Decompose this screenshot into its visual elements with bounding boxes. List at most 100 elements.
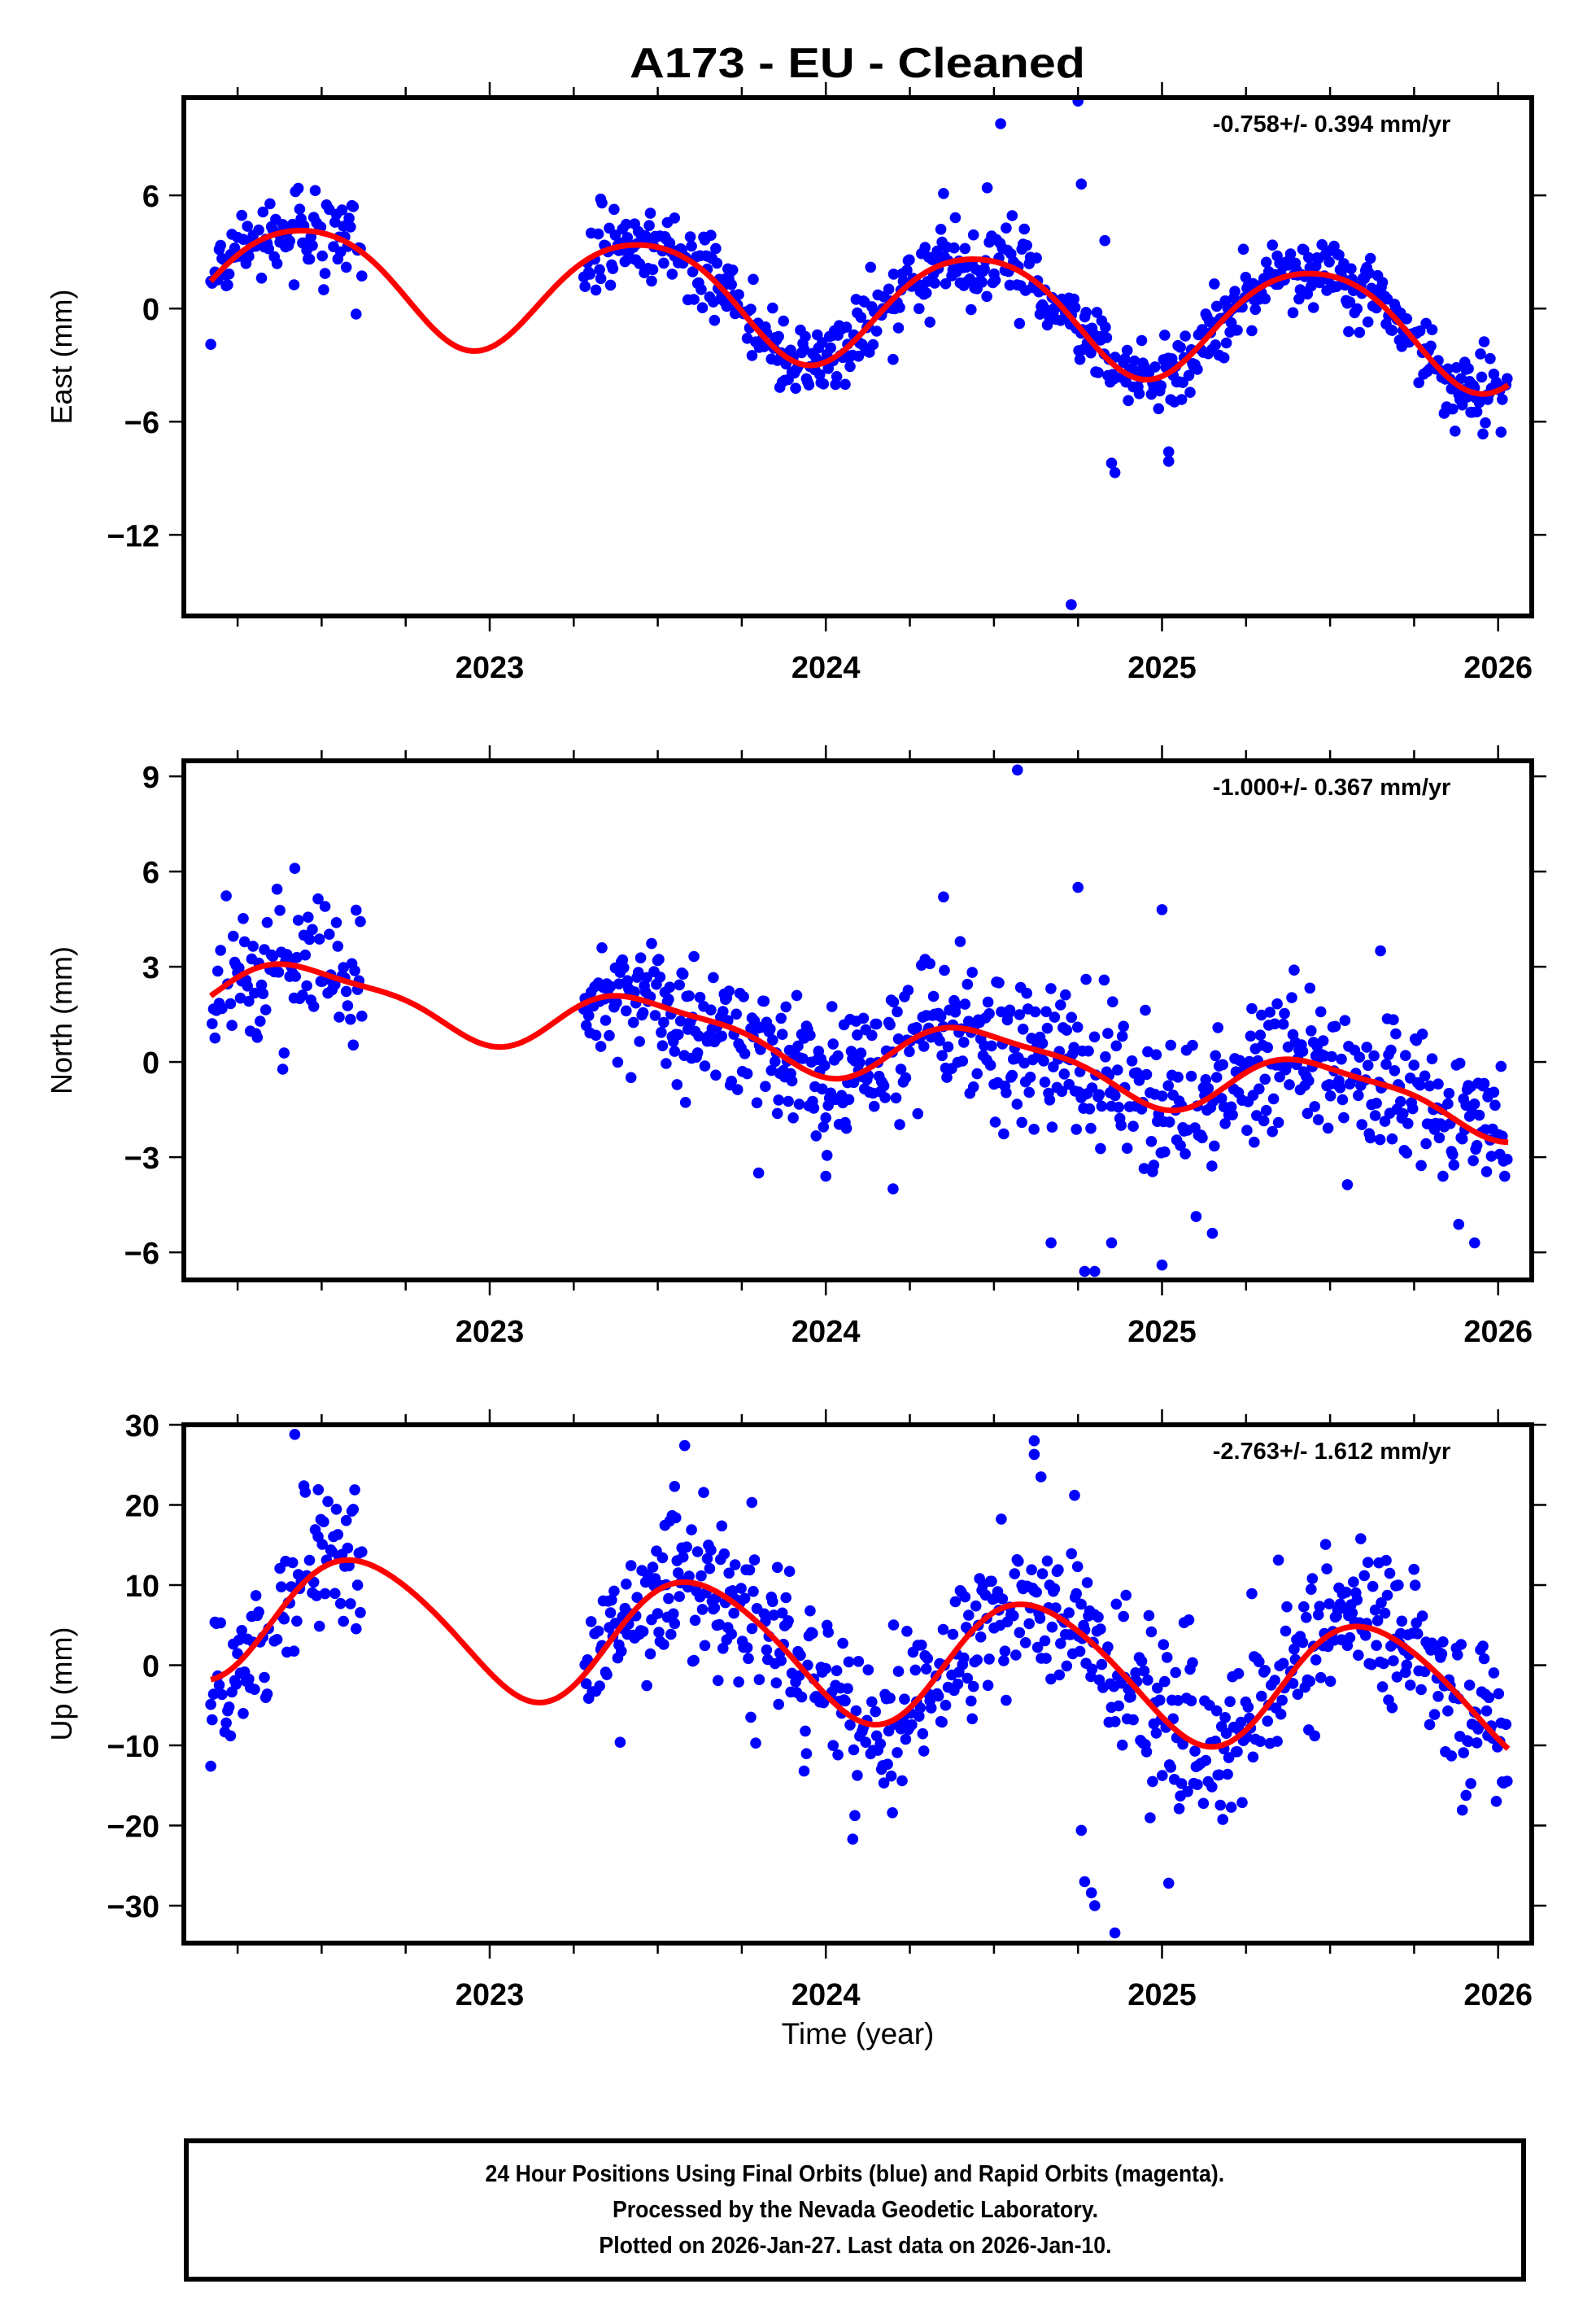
data-point xyxy=(1389,1065,1401,1077)
data-point xyxy=(1395,1096,1406,1107)
data-point xyxy=(1096,1658,1108,1671)
data-point xyxy=(658,1016,669,1029)
data-point xyxy=(345,1013,356,1025)
data-point xyxy=(1309,1101,1320,1112)
data-points-east xyxy=(205,98,1513,610)
data-point xyxy=(319,268,331,279)
footer-line-processed: Processed by the Nevada Geodetic Laborat… xyxy=(612,2197,1098,2223)
data-point xyxy=(807,1627,818,1640)
data-point xyxy=(1289,964,1300,976)
data-point xyxy=(1041,1022,1053,1034)
rate-label: -0.758+/- 0.394 mm/yr xyxy=(1213,111,1451,138)
data-point xyxy=(318,284,329,295)
data-point xyxy=(1303,1075,1315,1086)
data-point xyxy=(653,1627,665,1638)
data-point xyxy=(887,269,900,280)
data-point xyxy=(1069,1489,1080,1501)
data-point xyxy=(1093,1089,1105,1101)
data-point xyxy=(1014,1009,1026,1020)
data-point xyxy=(894,1119,905,1130)
data-point xyxy=(595,1041,607,1052)
data-point xyxy=(733,1676,744,1688)
data-point xyxy=(1312,1114,1324,1125)
data-point xyxy=(767,1034,778,1046)
data-point xyxy=(1371,1640,1382,1651)
data-point xyxy=(765,1023,776,1035)
data-point xyxy=(1404,1679,1416,1691)
data-point xyxy=(1337,1094,1349,1106)
x-tick-label: 2023 xyxy=(456,651,525,685)
data-point xyxy=(319,1588,331,1600)
data-point xyxy=(938,188,949,199)
data-point xyxy=(798,1765,810,1777)
data-point xyxy=(1053,1669,1066,1681)
data-point xyxy=(688,950,700,963)
data-point xyxy=(226,1020,238,1031)
data-point xyxy=(1321,1563,1332,1574)
data-point xyxy=(1206,1227,1219,1239)
data-point xyxy=(773,1094,784,1106)
data-point xyxy=(826,1001,838,1012)
data-point xyxy=(776,1607,788,1619)
data-point xyxy=(1369,1604,1381,1616)
data-point xyxy=(909,1664,922,1676)
data-point xyxy=(748,1554,761,1566)
data-point xyxy=(1302,1107,1314,1120)
data-point xyxy=(223,269,235,280)
data-point xyxy=(1473,1109,1485,1121)
data-point xyxy=(1190,1211,1202,1222)
data-point xyxy=(253,1606,264,1618)
data-point xyxy=(1346,1607,1358,1618)
data-point xyxy=(805,1605,816,1617)
data-point xyxy=(741,1068,753,1080)
data-point xyxy=(983,1008,995,1020)
data-point xyxy=(1488,1667,1500,1679)
data-point xyxy=(664,237,676,249)
data-point xyxy=(1364,1132,1376,1144)
data-point xyxy=(1053,1564,1064,1575)
data-point xyxy=(292,915,304,926)
data-point xyxy=(301,980,312,992)
data-point xyxy=(289,1429,301,1440)
data-point xyxy=(1306,1583,1317,1595)
data-point xyxy=(1376,1681,1389,1692)
data-point xyxy=(243,995,255,1007)
data-point xyxy=(900,1733,912,1745)
data-point xyxy=(653,954,665,965)
data-point xyxy=(751,1097,763,1109)
data-point xyxy=(1187,1657,1198,1669)
y-tick-label: 3 xyxy=(142,951,159,985)
data-point xyxy=(1456,1133,1468,1145)
data-point xyxy=(288,1645,300,1657)
data-point xyxy=(1432,1691,1444,1702)
data-point xyxy=(1267,1093,1280,1105)
data-point xyxy=(1368,1050,1380,1062)
data-point xyxy=(773,330,784,343)
data-point xyxy=(717,1006,729,1017)
data-point xyxy=(843,1094,855,1106)
data-point xyxy=(1369,1110,1381,1121)
data-point xyxy=(1080,973,1092,985)
data-point xyxy=(1358,1570,1370,1582)
data-point xyxy=(340,985,352,998)
data-point xyxy=(271,884,283,895)
data-point xyxy=(607,263,619,274)
data-point xyxy=(594,1680,605,1692)
data-point xyxy=(1157,1090,1168,1102)
data-point xyxy=(854,1057,866,1068)
data-point xyxy=(242,221,254,232)
data-point xyxy=(1478,336,1490,347)
data-point xyxy=(621,1579,632,1590)
data-point xyxy=(780,1001,791,1013)
data-point xyxy=(1471,406,1483,417)
data-point xyxy=(1495,426,1507,438)
data-point xyxy=(839,378,851,391)
data-point xyxy=(1323,256,1335,268)
data-point xyxy=(1341,1179,1354,1190)
data-point xyxy=(860,1736,872,1748)
model-fit-line xyxy=(208,227,1510,397)
data-point xyxy=(1045,1673,1057,1685)
data-point xyxy=(1497,394,1508,405)
data-point xyxy=(1366,1658,1377,1671)
data-point xyxy=(594,264,605,276)
